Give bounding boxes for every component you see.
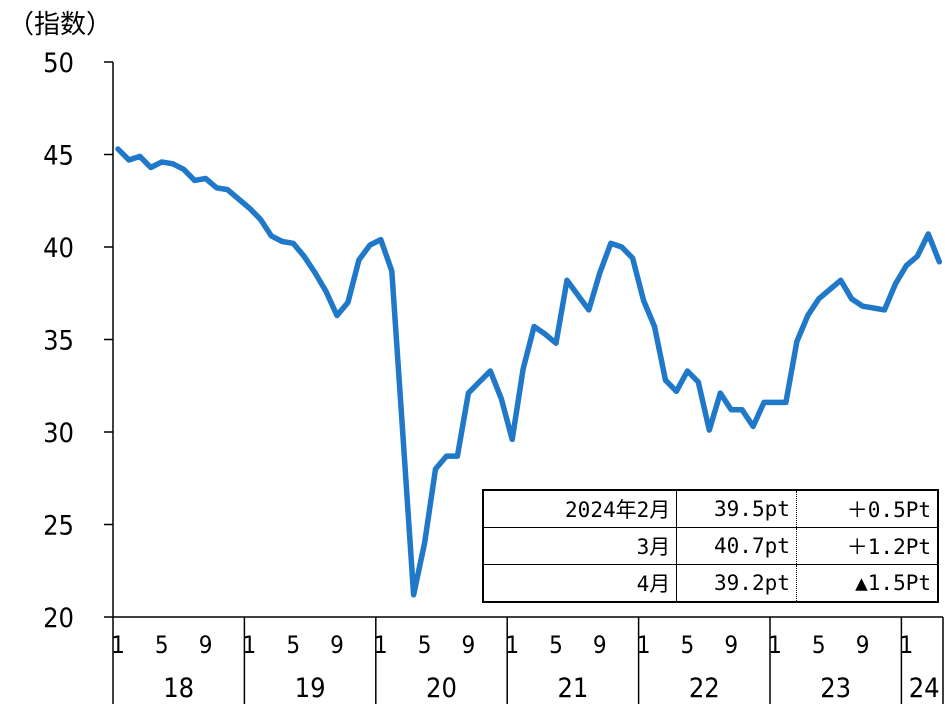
x-year-label: 18 — [163, 673, 194, 704]
period-cell: 3月 — [482, 527, 678, 565]
x-month-label: 5 — [549, 631, 563, 659]
x-month-label: 1 — [768, 631, 782, 659]
x-month-label: 5 — [155, 631, 169, 659]
y-tick-label: 40 — [43, 233, 74, 264]
y-tick-label: 35 — [43, 326, 74, 357]
x-month-label: 1 — [637, 631, 651, 659]
series-line — [115, 146, 943, 598]
y-tick-label: 45 — [43, 141, 74, 172]
x-month-label: 1 — [505, 631, 519, 659]
value-cell: 39.5pt — [676, 489, 797, 528]
x-year-label: 24 — [909, 673, 940, 704]
y-tick-label: 20 — [43, 603, 74, 634]
x-year-label: 21 — [557, 673, 588, 704]
x-month-label: 1 — [374, 631, 388, 659]
change-cell: ＋0.5Pt — [795, 489, 939, 528]
x-year-label: 19 — [295, 673, 326, 704]
summary-row: 4月 39.2pt ▲1.5Pt — [482, 564, 939, 603]
x-month-label: 1 — [111, 631, 125, 659]
value-cell: 39.2pt — [676, 564, 797, 603]
x-month-label: 9 — [330, 631, 344, 659]
x-month-label: 9 — [593, 631, 607, 659]
x-month-label: 9 — [724, 631, 738, 659]
x-month-label: 5 — [418, 631, 432, 659]
y-axis-unit-label: （指数） — [8, 10, 113, 40]
summary-row: 3月 40.7pt ＋1.2Pt — [482, 527, 939, 565]
x-month-label: 9 — [462, 631, 476, 659]
summary-row: 2024年2月 39.5pt ＋0.5Pt — [482, 489, 939, 528]
x-year-label: 20 — [426, 673, 457, 704]
x-month-label: 1 — [900, 631, 914, 659]
summary-table: 2024年2月 39.5pt ＋0.5Pt 3月 40.7pt ＋1.2Pt 4… — [482, 489, 939, 603]
x-month-label: 9 — [856, 631, 870, 659]
x-month-label: 5 — [286, 631, 300, 659]
y-tick-label: 30 — [43, 418, 74, 449]
change-cell: ▲1.5Pt — [795, 564, 939, 603]
x-month-label: 9 — [199, 631, 213, 659]
x-year-label: 23 — [820, 673, 851, 704]
x-month-label: 5 — [812, 631, 826, 659]
y-tick-label: 50 — [43, 48, 74, 79]
value-cell: 40.7pt — [676, 527, 797, 565]
change-cell: ＋1.2Pt — [795, 527, 939, 565]
y-tick-label: 25 — [43, 511, 74, 542]
period-cell: 4月 — [482, 564, 678, 603]
x-month-label: 1 — [243, 631, 257, 659]
period-cell: 2024年2月 — [482, 489, 678, 528]
x-month-label: 5 — [681, 631, 695, 659]
x-year-label: 22 — [689, 673, 720, 704]
